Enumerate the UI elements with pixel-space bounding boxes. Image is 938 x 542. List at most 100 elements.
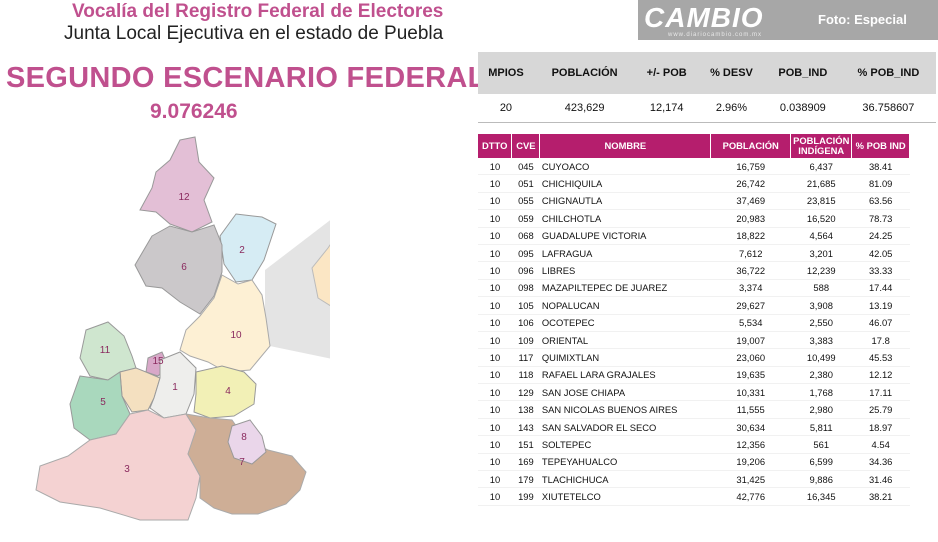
header-line1: Vocalía del Registro Federal de Electore… [72,1,444,22]
cell-indigenous-population: 4,564 [790,227,852,245]
cell-name: QUIMIXTLAN [539,348,711,367]
table-row: 10 106 OCOTEPEC 5,534 2,550 46.07 [478,314,910,332]
cell-indigenous-population: 2,980 [790,400,852,419]
cell-indigenous-percent: 38.21 [851,487,910,506]
cell-district: 10 [478,261,512,280]
cell-cve: 179 [511,470,540,489]
cell-population: 18,822 [710,227,791,245]
district-label: 4 [225,386,231,397]
cell-indigenous-percent: 17.44 [851,279,910,298]
cell-name: RAFAEL LARA GRAJALES [539,366,711,385]
cell-indigenous-percent: 4.54 [851,435,910,454]
cell-name: CHILCHOTLA [539,209,711,228]
cell-name: ORIENTAL [539,331,711,350]
cell-indigenous-population: 2,380 [790,366,852,385]
cell-name: LAFRAGUA [539,244,711,263]
cell-district: 10 [478,400,512,419]
cell-indigenous-percent: 13.19 [851,296,910,315]
cell-indigenous-population: 561 [790,435,852,454]
table-row: 10 109 ORIENTAL 19,007 3,383 17.8 [478,331,910,350]
cell-district: 10 [478,348,512,367]
cell-district: 10 [478,209,512,228]
cell-district: 10 [478,192,512,211]
cell-population: 11,555 [710,400,791,419]
cell-population: 30,634 [710,418,791,437]
district-8-region [227,419,267,465]
cell-population: 23,060 [710,348,791,367]
summary-cell: 423,629 [533,94,636,123]
cell-district: 10 [478,314,512,332]
summary-table: MPIOS POBLACIÓN +/- POB % DESV POB_IND %… [478,52,936,123]
cell-name: SAN JOSE CHIAPA [539,383,711,402]
cell-cve: 151 [511,435,540,454]
district-label: 1 [172,382,178,393]
cell-district: 10 [478,296,512,315]
cell-population: 42,776 [710,487,791,506]
cell-district: 10 [478,418,512,437]
cell-name: SAN NICOLAS BUENOS AIRES [539,400,711,419]
district-label: 3 [124,464,130,475]
cell-indigenous-percent: 31.46 [851,470,910,489]
table-row: 10 096 LIBRES 36,722 12,239 33.33 [478,261,910,280]
cell-cve: 055 [511,192,540,211]
scenario-title: SEGUNDO ESCENARIO FEDERAL [6,62,486,94]
cell-population: 29,627 [710,296,791,315]
cell-indigenous-population: 16,345 [790,487,852,506]
cell-district: 10 [478,366,512,385]
summary-header: POB_IND [764,52,841,94]
scenario-value: 9.076246 [150,100,238,123]
table-row: 10 169 TEPEYAHUALCO 19,206 6,599 34.36 [478,453,910,472]
table-row: 10 129 SAN JOSE CHIAPA 10,331 1,768 17.11 [478,383,910,402]
district-3-region [35,409,201,521]
cell-cve: 169 [511,453,540,472]
municipalities-table: DTTO CVE NOMBRE POBLACIÓN POBLACIÓN INDÍ… [478,134,910,506]
cell-cve: 098 [511,279,540,298]
cell-name: NOPALUCAN [539,296,711,315]
table-row: 10 179 TLACHICHUCA 31,425 9,886 31.46 [478,470,910,489]
district-10-zoom-region [311,244,330,307]
cell-indigenous-percent: 42.05 [851,244,910,263]
cell-name: OCOTEPEC [539,314,711,332]
cell-name: XIUTETELCO [539,487,711,506]
cell-population: 5,534 [710,314,791,332]
cell-name: MAZAPILTEPEC DE JUAREZ [539,279,711,298]
cell-population: 31,425 [710,470,791,489]
cell-cve: 129 [511,383,540,402]
summary-row: 20 423,629 12,174 2.96% 0.038909 36.7586… [478,94,936,123]
cell-cve: 068 [511,227,540,245]
cell-indigenous-percent: 25.79 [851,400,910,419]
cell-name: SAN SALVADOR EL SECO [539,418,711,437]
cell-name: CHICHIQUILA [539,174,711,193]
cell-district: 10 [478,279,512,298]
cell-population: 26,742 [710,174,791,193]
district-label: 10 [230,330,242,341]
cell-district: 10 [478,487,512,506]
table-row: 10 055 CHIGNAUTLA 37,469 23,815 63.56 [478,192,910,211]
cell-cve: 045 [511,158,540,176]
table-row: 10 105 NOPALUCAN 29,627 3,908 13.19 [478,296,910,315]
column-header: DTTO [478,134,513,158]
cell-district: 10 [478,331,512,350]
cell-cve: 051 [511,174,540,193]
cell-name: TEPEYAHUALCO [539,453,711,472]
summary-header-row: MPIOS POBLACIÓN +/- POB % DESV POB_IND %… [478,52,936,94]
photo-credit: Foto: Especial [818,12,907,27]
cell-cve: 109 [511,331,540,350]
summary-header: +/- POB [635,52,699,94]
cell-indigenous-percent: 33.33 [851,261,910,280]
cell-district: 10 [478,227,512,245]
district-label: 8 [241,432,247,443]
summary-header: POBLACIÓN [533,52,636,94]
district-label: 6 [181,262,187,273]
district-4-region [193,365,257,419]
table-row: 10 138 SAN NICOLAS BUENOS AIRES 11,555 2,980… [478,400,910,419]
table-row: 10 059 CHILCHOTLA 20,983 16,520 78.73 [478,209,910,228]
table-row: 10 143 SAN SALVADOR EL SECO 30,634 5,811 18.9… [478,418,910,437]
cell-population: 37,469 [710,192,791,211]
cell-population: 19,206 [710,453,791,472]
district-6-region [134,224,223,315]
cambio-logo-url: www.diariocambio.com.mx [668,32,763,38]
cell-name: TLACHICHUCA [539,470,711,489]
summary-cell: 2.96% [698,94,765,123]
cell-indigenous-percent: 24.25 [851,227,910,245]
